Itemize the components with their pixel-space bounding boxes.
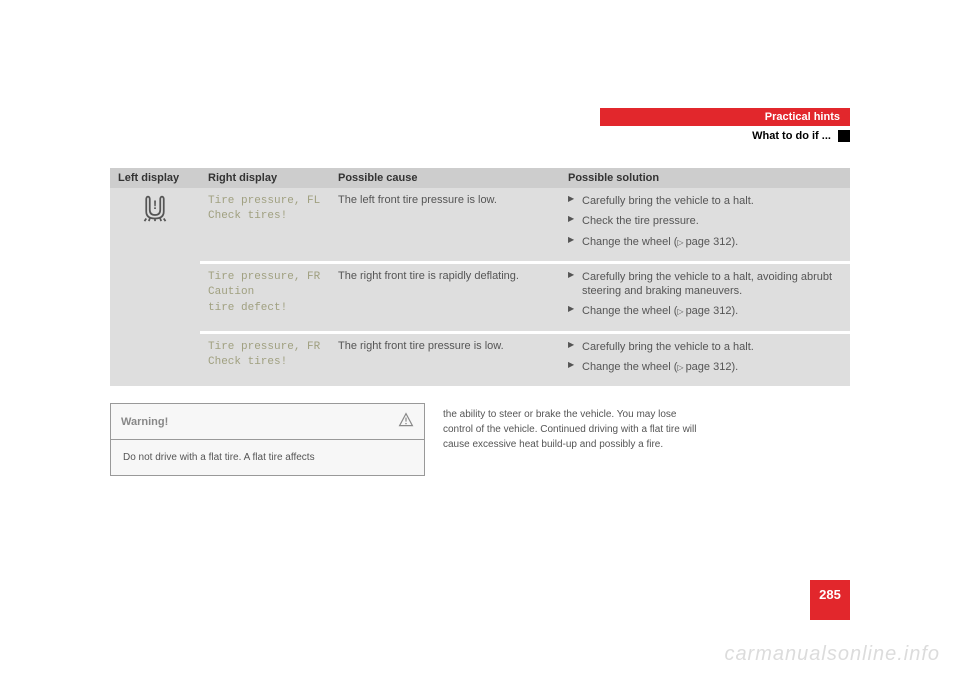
header-black-marker xyxy=(838,130,850,142)
solution-list: Carefully bring the vehicle to a halt. C… xyxy=(568,194,842,249)
table-row: ! Tire pressure, FL Check tires! The lef… xyxy=(110,188,850,262)
page-ref xyxy=(677,361,685,373)
section-header-red: Practical hints xyxy=(600,108,850,126)
left-display-cell: ! xyxy=(110,188,200,388)
continuation-text: the ability to steer or brake the vehicl… xyxy=(443,403,703,476)
svg-text:!: ! xyxy=(153,198,157,212)
table-row: Tire pressure, FR Caution tire defect! T… xyxy=(110,262,850,332)
solution-cell: Carefully bring the vehicle to a halt. C… xyxy=(560,188,850,262)
watermark: carmanualsonline.info xyxy=(724,643,940,666)
solution-item: Change the wheel (page 312). xyxy=(568,360,842,374)
right-display-text: Tire pressure, FR Check tires! xyxy=(208,341,320,368)
solution-list: Carefully bring the vehicle to a halt, a… xyxy=(568,270,842,319)
solution-item: Check the tire pressure. xyxy=(568,214,842,228)
table-row: Tire pressure, FR Check tires! The right… xyxy=(110,332,850,388)
col-right-display: Right display xyxy=(200,168,330,188)
warning-body: Do not drive with a flat tire. A flat ti… xyxy=(111,440,424,475)
solution-item: Change the wheel (page 312). xyxy=(568,235,842,249)
section-subtitle: What to do if ... xyxy=(752,130,831,142)
warning-header: Warning! xyxy=(111,404,424,440)
tire-pressure-icon: ! xyxy=(141,213,169,225)
right-display-cell: Tire pressure, FL Check tires! xyxy=(200,188,330,262)
page-ref xyxy=(677,305,685,317)
main-content: Left display Right display Possible caus… xyxy=(110,168,850,476)
solution-item: Carefully bring the vehicle to a halt. xyxy=(568,194,842,208)
right-display-cell: Tire pressure, FR Check tires! xyxy=(200,332,330,388)
lower-section: Warning! Do not drive with a flat tire. … xyxy=(110,403,850,476)
warning-title: Warning! xyxy=(121,416,168,428)
warning-triangle-icon xyxy=(398,412,414,431)
col-possible-cause: Possible cause xyxy=(330,168,560,188)
solution-item: Carefully bring the vehicle to a halt. xyxy=(568,340,842,354)
right-display-text: Tire pressure, FL Check tires! xyxy=(208,195,320,222)
col-possible-solution: Possible solution xyxy=(560,168,850,188)
right-display-text: Tire pressure, FR Caution tire defect! xyxy=(208,271,320,314)
right-display-cell: Tire pressure, FR Caution tire defect! xyxy=(200,262,330,332)
warning-box: Warning! Do not drive with a flat tire. … xyxy=(110,403,425,476)
page-number: 285 xyxy=(810,580,850,620)
cause-cell: The right front tire pressure is low. xyxy=(330,332,560,388)
col-left-display: Left display xyxy=(110,168,200,188)
solution-cell: Carefully bring the vehicle to a halt. C… xyxy=(560,332,850,388)
solution-item: Carefully bring the vehicle to a halt, a… xyxy=(568,270,842,299)
troubleshooting-table: Left display Right display Possible caus… xyxy=(110,168,850,389)
solution-list: Carefully bring the vehicle to a halt. C… xyxy=(568,340,842,375)
section-header-black: What to do if ... xyxy=(705,126,850,146)
solution-item: Change the wheel (page 312). xyxy=(568,304,842,318)
solution-cell: Carefully bring the vehicle to a halt, a… xyxy=(560,262,850,332)
cause-cell: The right front tire is rapidly deflatin… xyxy=(330,262,560,332)
cause-cell: The left front tire pressure is low. xyxy=(330,188,560,262)
page-ref xyxy=(677,236,685,248)
